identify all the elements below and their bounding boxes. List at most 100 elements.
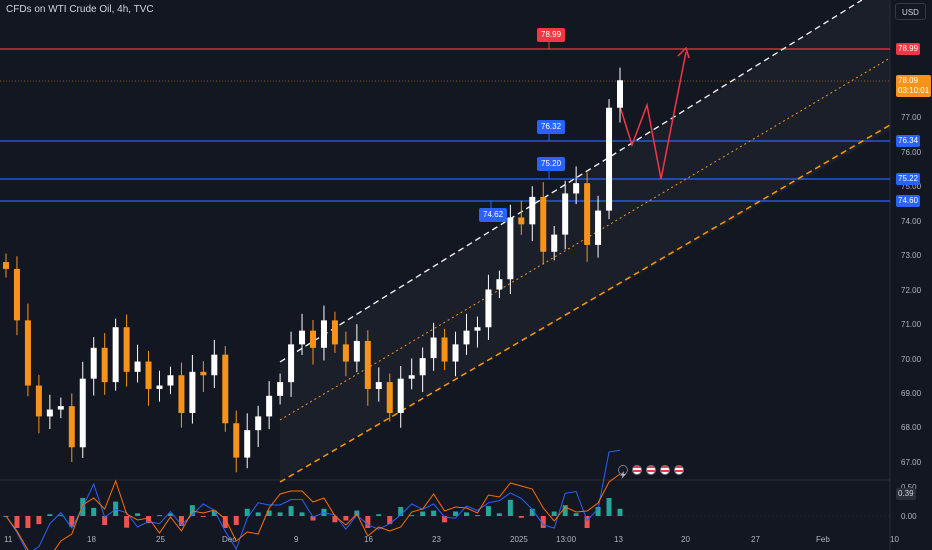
time-axis-label: 11 [4,535,13,544]
macd-histogram-bar [562,505,568,516]
candle-body [156,385,163,389]
resistance-price-tag: 78.99 [896,43,921,55]
macd-histogram-bar [69,516,75,527]
candlestick-series [3,67,623,473]
level-1-price-tag: 76.34 [896,135,921,147]
callout-left[interactable]: 74.62 [479,208,508,222]
candle-body [244,430,251,458]
us-flag-icon[interactable] [660,465,670,475]
indicator-current-tag: 0.39 [896,488,916,500]
macd-histogram-bar [36,516,42,525]
us-flag-icon[interactable] [674,465,684,475]
candle-body [222,354,229,424]
candle-body [24,320,31,386]
level-2-price-tag: 75.22 [896,173,921,185]
time-axis-label: 20 [681,535,690,544]
macd-histogram-bar [595,507,601,516]
currency-button[interactable]: USD [895,3,926,20]
candle-body [145,361,152,389]
callout-low[interactable]: 75.20 [537,157,566,171]
price-axis-label: 70.00 [901,355,922,364]
level-3-price-tag: 74.60 [896,195,921,207]
time-axis-label: 2025 [510,535,528,544]
macd-histogram-bar [157,515,162,517]
macd-histogram-bar [244,508,250,516]
projection-path[interactable] [617,51,687,180]
time-axis-label: 10 [890,535,899,544]
macd-histogram-bar [617,508,623,516]
candle-body [266,395,273,417]
channel-lower-line[interactable] [279,124,891,483]
macd-histogram-bar [606,498,612,516]
candle-body [79,378,86,448]
candle-body [123,327,130,372]
macd-histogram-bar [211,510,217,516]
us-flag-icon[interactable] [646,465,656,475]
channel-upper-line[interactable] [279,0,863,363]
macd-histogram-bar [255,512,261,516]
macd-histogram-bar [540,516,546,528]
macd-histogram-bar [124,516,130,528]
price-axis-label: 67.00 [901,458,922,467]
macd-histogram-bar [420,511,426,516]
candle-body [595,210,602,245]
macd-indicator [0,449,890,550]
flash-icon[interactable] [618,465,628,479]
last-price-tag: 78.09 03:10:01 [896,75,932,97]
callout-mid[interactable]: 76.32 [537,120,566,134]
time-axis-label: 25 [156,535,165,544]
candle-body [573,183,580,194]
candle-body [496,279,503,290]
candle-body [68,406,75,448]
macd-line [5,449,621,550]
candle-body [518,217,525,225]
candle-body [35,385,42,417]
last-price-value: 78.09 [898,76,919,85]
time-axis-label: 27 [751,535,760,544]
macd-histogram-bar [91,507,97,516]
chart-title: CFDs on WTI Crude Oil, 4h, TVC [6,4,154,15]
candle-body [57,406,64,410]
price-axis-label: 74.00 [901,217,922,226]
candle-body [529,196,536,225]
candle-body [364,340,371,389]
time-axis-label: 13:00 [556,535,577,544]
price-axis-label: 76.00 [901,148,922,157]
candle-body [233,423,240,458]
candle-body [551,234,558,252]
channel-mid-line[interactable] [279,57,891,421]
signal-line [5,473,621,550]
candle-body [584,183,591,245]
candle-body [178,375,185,413]
macd-histogram-bar [365,516,371,528]
macd-histogram-bar [102,516,108,525]
macd-histogram-bar [464,512,469,516]
macd-histogram-bar [200,516,206,517]
time-axis-label: 16 [364,535,373,544]
macd-histogram-bar [496,513,502,516]
time-axis-label: 13 [614,535,623,544]
price-axis-label: 68.00 [901,423,922,432]
callout-top[interactable]: 78.99 [537,28,566,42]
time-axis-label: 9 [294,535,299,544]
macd-histogram-bar [409,515,415,517]
macd-histogram-bar [573,513,579,516]
candle-body [408,375,415,379]
candle-body [167,375,174,386]
macd-histogram-bar [387,516,393,525]
macd-histogram-bar [14,516,20,528]
candle-body [617,80,623,108]
candle-body [452,344,459,362]
candle-body [562,193,569,235]
price-axis-label: 69.00 [901,389,922,398]
projection-arrowhead [677,46,690,59]
macd-histogram-bar [529,508,535,516]
candle-body [90,347,97,379]
us-flag-icon[interactable] [632,465,642,475]
macd-histogram-bar [178,516,184,526]
candle-body [419,358,426,376]
candle-body [430,337,437,359]
macd-histogram-bar [398,507,404,516]
candle-body [353,340,360,362]
